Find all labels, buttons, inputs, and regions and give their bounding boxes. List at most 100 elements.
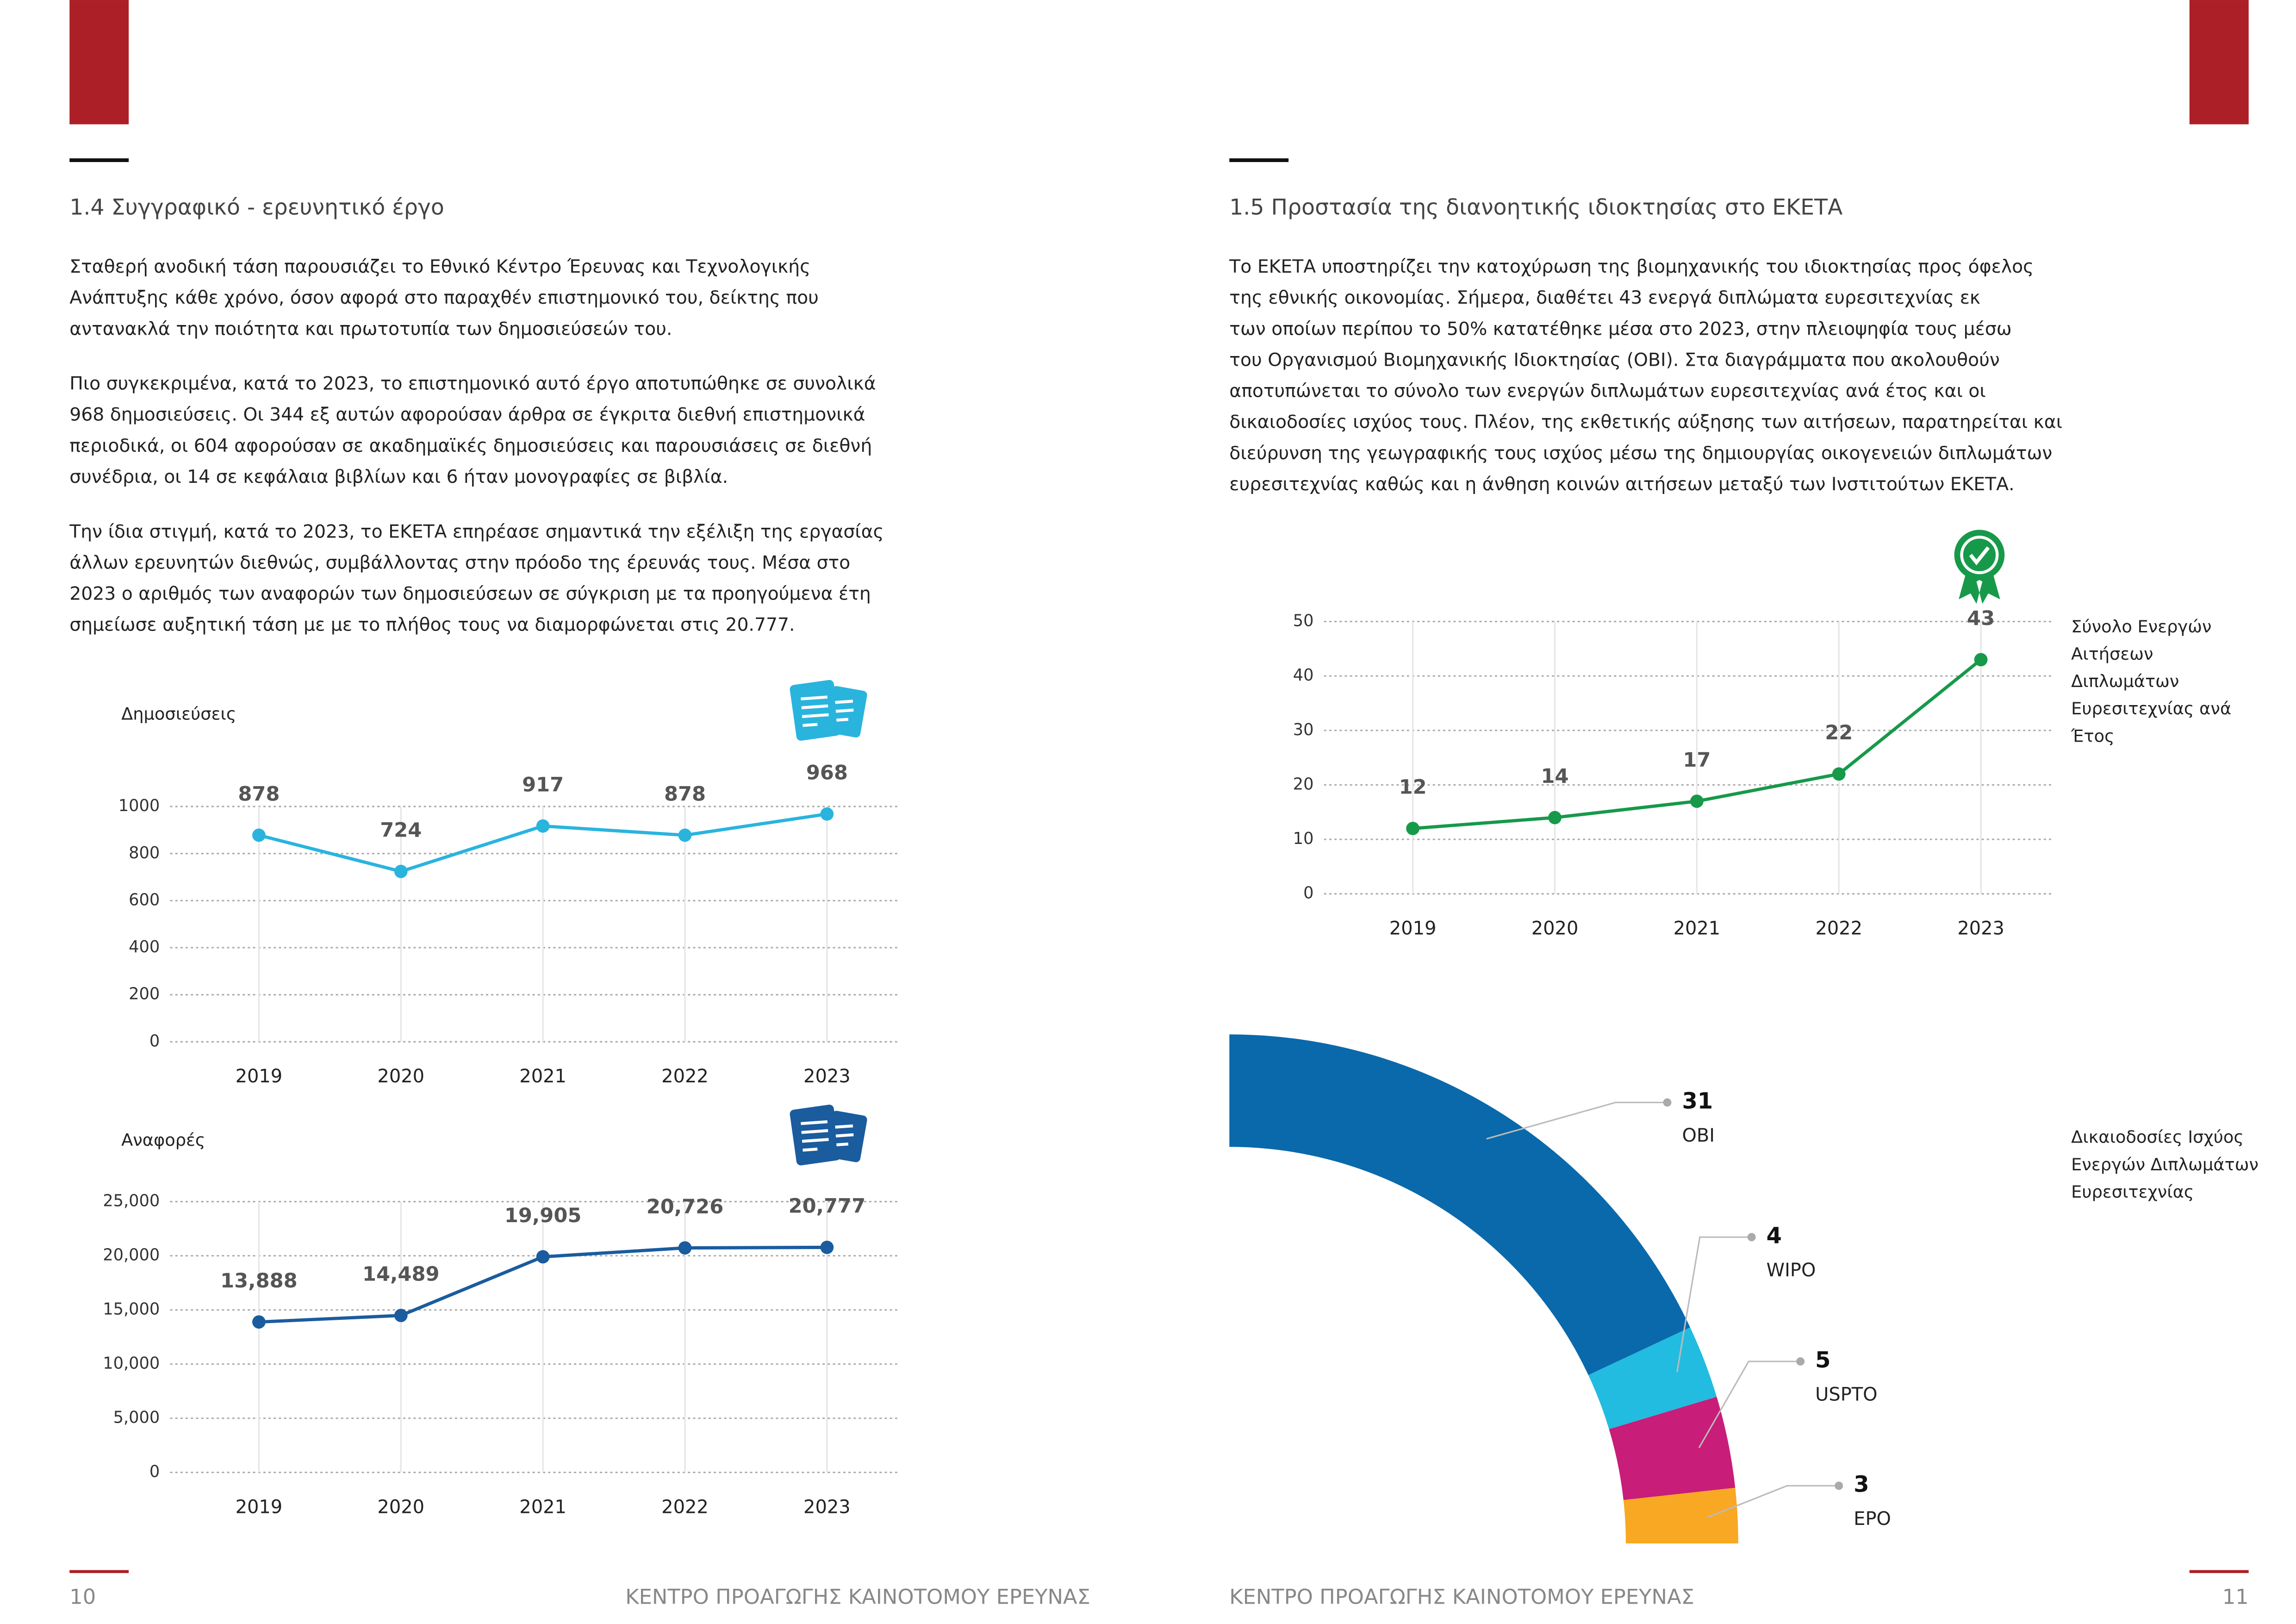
data-label: 19,905 xyxy=(504,1204,581,1227)
chart-title: Ευρεσιτεχνίας xyxy=(2071,1182,2194,1202)
y-tick-label: 800 xyxy=(129,843,160,862)
body-line: των οποίων περίπου το 50% κατατέθηκε μέσ… xyxy=(1229,319,2011,339)
donut-segment xyxy=(1229,1034,1690,1375)
body-line: Την ίδια στιγμή, κατά το 2023, το ΕΚΕΤΑ … xyxy=(69,521,884,542)
y-tick-label: 10 xyxy=(1293,829,1314,848)
red-tab xyxy=(69,0,129,125)
data-label: 724 xyxy=(380,819,422,842)
x-tick-label: 2022 xyxy=(661,1496,709,1518)
data-label: 17 xyxy=(1683,749,1711,772)
data-point xyxy=(394,1309,408,1322)
leader-dot xyxy=(1835,1481,1843,1490)
segment-label: OBI xyxy=(1682,1125,1715,1146)
y-tick-label: 40 xyxy=(1293,666,1314,685)
data-label: 878 xyxy=(664,782,706,806)
y-tick-label: 0 xyxy=(149,1031,160,1050)
x-tick-label: 2021 xyxy=(519,1066,566,1087)
leader-line xyxy=(1676,1236,1752,1373)
data-label: 20,726 xyxy=(647,1195,723,1218)
x-tick-label: 2022 xyxy=(1815,918,1862,939)
data-point xyxy=(1974,653,1988,667)
donut-segment xyxy=(1609,1397,1736,1500)
leader-dot xyxy=(1747,1233,1756,1242)
data-point xyxy=(820,1241,834,1254)
segment-label: EPO xyxy=(1854,1508,1891,1530)
y-tick-label: 1000 xyxy=(118,796,160,815)
y-tick-label: 15,000 xyxy=(103,1300,160,1319)
footer-text: ΚΕΝΤΡΟ ΠΡΟΑΓΩΓΗΣ ΚΑΙΝΟΤΟΜΟΥ ΕΡΕΥΝΑΣ xyxy=(625,1584,1090,1609)
data-point xyxy=(536,1250,550,1264)
y-tick-label: 400 xyxy=(129,937,160,956)
y-tick-label: 5,000 xyxy=(113,1408,160,1427)
x-tick-label: 2019 xyxy=(1389,918,1437,939)
leader-line xyxy=(1486,1101,1668,1140)
y-tick-label: 20,000 xyxy=(103,1246,160,1265)
x-tick-label: 2020 xyxy=(377,1496,424,1518)
data-label: 22 xyxy=(1825,721,1853,744)
footer-rule xyxy=(2189,1570,2249,1573)
data-point xyxy=(678,828,692,842)
chart-title: Δημοσιεύσεις xyxy=(121,704,236,724)
y-tick-label: 0 xyxy=(149,1462,160,1481)
doc-icon xyxy=(790,1105,867,1166)
data-label: 968 xyxy=(806,762,848,785)
body-line: 2023 ο αριθμός των αναφορών των δημοσιεύ… xyxy=(69,584,871,605)
data-point xyxy=(252,828,266,842)
y-tick-label: 10,000 xyxy=(103,1354,160,1373)
data-label: 917 xyxy=(522,774,564,797)
body-line: του Οργανισμού Βιομηχανικής Ιδιοκτησίας … xyxy=(1229,350,2000,370)
body-line: άλλων ερευνητών διεθνώς, συμβάλλοντας στ… xyxy=(69,552,850,573)
y-tick-label: 25,000 xyxy=(103,1192,160,1211)
data-point xyxy=(678,1241,692,1255)
x-tick-label: 2019 xyxy=(236,1496,283,1518)
chart-title: Διπλωμάτων xyxy=(2071,671,2179,691)
body-line: σημείωσε αυξητική τάση με με το πλήθος τ… xyxy=(69,615,795,636)
x-tick-label: 2022 xyxy=(661,1066,709,1087)
body-line: της εθνικής οικονομίας. Σήμερα, διαθέτει… xyxy=(1229,287,1980,308)
rule xyxy=(1229,158,1289,162)
data-point xyxy=(1832,767,1846,781)
data-label: 13,888 xyxy=(220,1269,297,1293)
segment-label: USPTO xyxy=(1815,1384,1878,1405)
x-tick-label: 2023 xyxy=(803,1066,851,1087)
data-point xyxy=(1548,811,1562,824)
body-line: περιοδικά, οι 604 αφορούσαν σε ακαδημαϊκ… xyxy=(69,436,872,456)
x-tick-label: 2019 xyxy=(236,1066,283,1087)
body-line: συνέδρια, οι 14 σε κεφάλαια βιβλίων και … xyxy=(69,467,728,487)
section-title: 1.5 Προστασία της διανοητικής ιδιοκτησία… xyxy=(1229,195,1842,220)
x-tick-label: 2023 xyxy=(803,1496,851,1518)
leader-dot xyxy=(1796,1357,1805,1366)
segment-value: 4 xyxy=(1767,1223,1782,1249)
body-line: ευρεσιτεχνίας καθώς και η άνθηση κοινών … xyxy=(1229,474,2014,495)
donut-segment xyxy=(1588,1327,1717,1430)
footer-text: ΚΕΝΤΡΟ ΠΡΟΑΓΩΓΗΣ ΚΑΙΝΟΤΟΜΟΥ ΕΡΕΥΝΑΣ xyxy=(1229,1584,1694,1609)
body-line: Σταθερή ανοδική τάση παρουσιάζει το Εθνι… xyxy=(69,256,810,277)
chart-title: Έτος xyxy=(2071,726,2115,746)
chart-title: Αναφορές xyxy=(121,1130,205,1150)
data-label: 43 xyxy=(1967,607,1995,630)
y-tick-label: 600 xyxy=(129,890,160,909)
data-point xyxy=(820,807,834,821)
segment-value: 5 xyxy=(1815,1348,1830,1373)
y-tick-label: 50 xyxy=(1293,612,1314,631)
leader-dot xyxy=(1663,1098,1672,1107)
data-label: 878 xyxy=(238,782,280,806)
body-line: διεύρυνση της γεωγραφικής τους ισχύος μέ… xyxy=(1229,443,2052,464)
footer-rule xyxy=(69,1570,129,1573)
donut-segment xyxy=(1623,1487,1738,1543)
data-point xyxy=(394,865,408,878)
segment-value: 3 xyxy=(1854,1472,1869,1497)
chart-title: Αιτήσεων xyxy=(2071,644,2153,664)
data-label: 14 xyxy=(1541,765,1569,788)
data-label: 14,489 xyxy=(362,1263,439,1286)
y-tick-label: 30 xyxy=(1293,720,1314,739)
y-tick-label: 20 xyxy=(1293,775,1314,793)
leader-line xyxy=(1698,1361,1801,1449)
data-point xyxy=(1406,822,1420,835)
chart-title: Ενεργών Διπλωμάτων xyxy=(2071,1155,2259,1174)
doc-icon xyxy=(790,680,867,741)
segment-value: 31 xyxy=(1682,1088,1713,1114)
y-tick-label: 200 xyxy=(129,985,160,1004)
chart-title: Σύνολο Ενεργών xyxy=(2071,617,2211,637)
